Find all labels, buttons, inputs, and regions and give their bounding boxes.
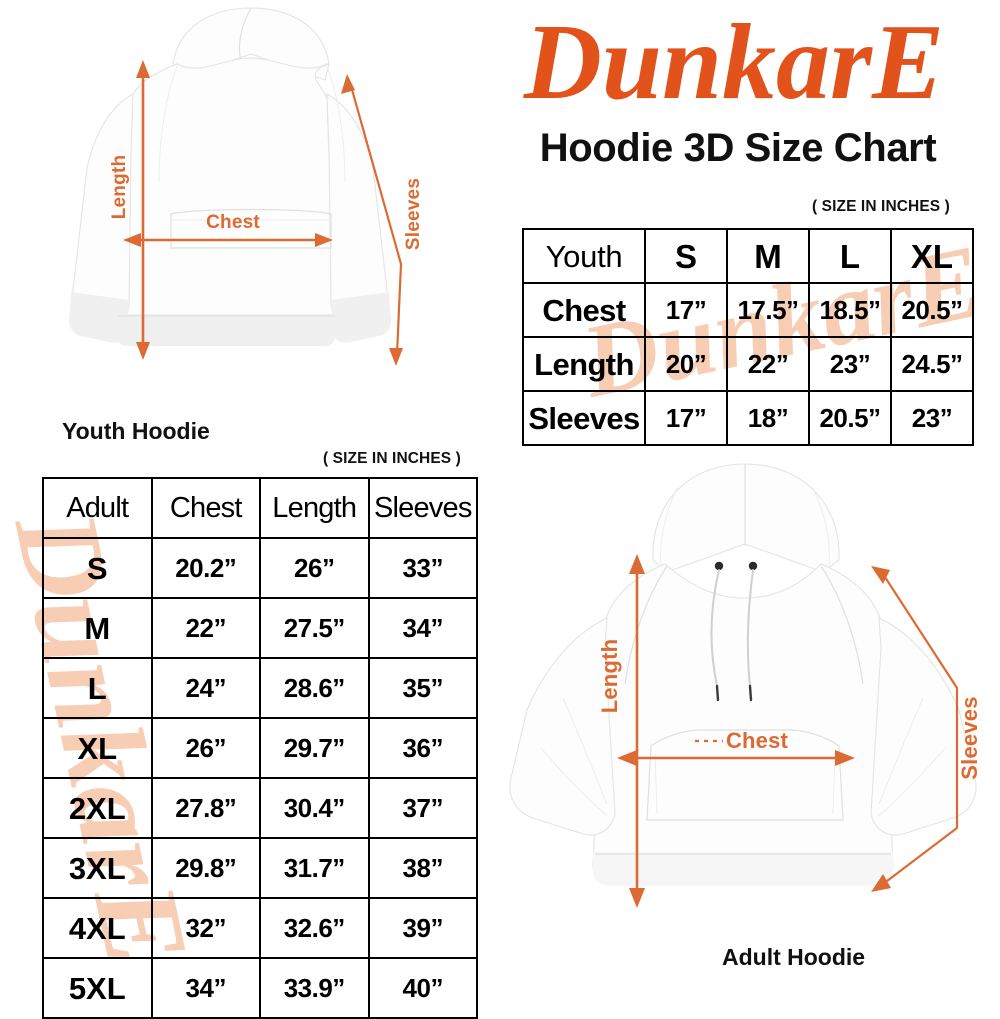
youth-sleeves-s: 17” (644, 390, 728, 446)
adult-m-chest: 22” (150, 597, 261, 659)
adult-3xl-sleeves: 38” (367, 837, 478, 899)
youth-sleeves-l: 20.5” (808, 390, 892, 446)
adult-5xl-length: 33.9” (259, 957, 370, 1019)
adult-2xl-sleeves: 37” (367, 777, 478, 839)
brand-logo: DunkarE (478, 6, 990, 126)
youth-corner-label: Youth (522, 228, 646, 284)
adult-hoodie-illustration: Length Chest Sleeves (505, 448, 1000, 938)
youth-chest-xl: 20.5” (890, 282, 974, 338)
page-title: Hoodie 3D Size Chart (539, 126, 937, 170)
adult-3xl-length: 31.7” (259, 837, 370, 899)
adult-corner-label: Adult (42, 477, 153, 539)
adult-row-head-s: S (42, 537, 153, 599)
adult-col-head-chest: Chest (150, 477, 261, 539)
brand-logo-wordmark: DunkarE (523, 6, 944, 122)
youth-chest-s: 17” (644, 282, 728, 338)
table-row: Length 20” 22” 23” 24.5” (522, 336, 974, 392)
adult-row-head-m: M (42, 597, 153, 659)
adult-row-head-5xl: 5XL (42, 957, 153, 1019)
adult-sleeves-label: Sleeves (957, 696, 982, 779)
adult-col-head-length: Length (259, 477, 370, 539)
adult-xl-length: 29.7” (259, 717, 370, 779)
youth-table-body: Youth S M L XL Chest 17” 17.5” 18.5” 20.… (522, 228, 974, 446)
adult-length-label: Length (597, 639, 622, 714)
youth-hoodie-caption: Youth Hoodie (62, 418, 210, 444)
table-header-row: Adult Chest Length Sleeves (42, 477, 478, 539)
youth-hoodie-illustration: Length Chest Sleeves (55, 2, 485, 407)
adult-row-head-3xl: 3XL (42, 837, 153, 899)
table-row: M 22” 27.5” 34” (42, 597, 478, 659)
adult-row-head-xl: XL (42, 717, 153, 779)
adult-2xl-length: 30.4” (259, 777, 370, 839)
adult-m-sleeves: 34” (367, 597, 478, 659)
adult-table-body: Adult Chest Length Sleeves S 20.2” 26” 3… (42, 477, 478, 1019)
adult-m-length: 27.5” (259, 597, 370, 659)
adult-hoodie-caption: Adult Hoodie (722, 944, 866, 970)
youth-sleeves-m: 18” (726, 390, 810, 446)
table-row: 3XL 29.8” 31.7” 38” (42, 837, 478, 899)
adult-row-head-2xl: 2XL (42, 777, 153, 839)
adult-5xl-sleeves: 40” (367, 957, 478, 1019)
adult-s-chest: 20.2” (150, 537, 261, 599)
adult-xl-sleeves: 36” (367, 717, 478, 779)
adult-row-head-4xl: 4XL (42, 897, 153, 959)
adult-row-head-l: L (42, 657, 153, 719)
adult-chest-label: Chest (726, 728, 789, 753)
adult-s-sleeves: 33” (367, 537, 478, 599)
youth-row-head-chest: Chest (522, 282, 646, 338)
youth-col-head-s: S (644, 228, 728, 284)
adult-xl-chest: 26” (150, 717, 261, 779)
adult-l-length: 28.6” (259, 657, 370, 719)
youth-col-head-xl: XL (890, 228, 974, 284)
table-row: 5XL 34” 33.9” 40” (42, 957, 478, 1019)
youth-row-head-length: Length (522, 336, 646, 392)
adult-3xl-chest: 29.8” (150, 837, 261, 899)
youth-sleeves-label: Sleeves (403, 178, 424, 250)
adult-4xl-chest: 32” (150, 897, 261, 959)
youth-length-label: Length (109, 155, 130, 220)
youth-length-s: 20” (644, 336, 728, 392)
adult-s-length: 26” (259, 537, 370, 599)
adult-l-chest: 24” (150, 657, 261, 719)
youth-chest-l: 18.5” (808, 282, 892, 338)
table-row: XL 26” 29.7” 36” (42, 717, 478, 779)
youth-size-table: Youth S M L XL Chest 17” 17.5” 18.5” 20.… (522, 228, 974, 446)
adult-size-unit-note: ( SIZE IN INCHES ) (323, 450, 461, 467)
youth-size-unit-note: ( SIZE IN INCHES ) (812, 198, 950, 215)
adult-2xl-chest: 27.8” (150, 777, 261, 839)
youth-row-head-sleeves: Sleeves (522, 390, 646, 446)
youth-chest-m: 17.5” (726, 282, 810, 338)
youth-length-m: 22” (726, 336, 810, 392)
table-row: Sleeves 17” 18” 20.5” 23” (522, 390, 974, 446)
adult-l-sleeves: 35” (367, 657, 478, 719)
adult-size-table: Adult Chest Length Sleeves S 20.2” 26” 3… (42, 477, 478, 1019)
table-row: Chest 17” 17.5” 18.5” 20.5” (522, 282, 974, 338)
adult-col-head-sleeves: Sleeves (367, 477, 478, 539)
youth-col-head-m: M (726, 228, 810, 284)
adult-5xl-chest: 34” (150, 957, 261, 1019)
youth-length-xl: 24.5” (890, 336, 974, 392)
table-header-row: Youth S M L XL (522, 228, 974, 284)
table-row: 4XL 32” 32.6” 39” (42, 897, 478, 959)
youth-col-head-l: L (808, 228, 892, 284)
table-row: L 24” 28.6” 35” (42, 657, 478, 719)
table-row: S 20.2” 26” 33” (42, 537, 478, 599)
youth-chest-label: Chest (206, 212, 260, 233)
youth-sleeves-xl: 23” (890, 390, 974, 446)
youth-length-l: 23” (808, 336, 892, 392)
table-row: 2XL 27.8” 30.4” 37” (42, 777, 478, 839)
adult-4xl-sleeves: 39” (367, 897, 478, 959)
adult-4xl-length: 32.6” (259, 897, 370, 959)
